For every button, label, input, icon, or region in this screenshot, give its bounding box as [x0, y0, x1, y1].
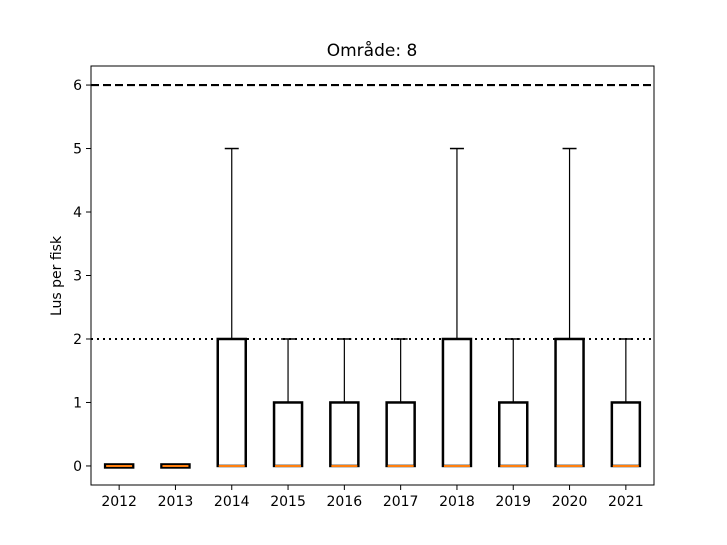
box-body — [160, 463, 191, 469]
box-body — [610, 401, 642, 468]
y-tick-label: 6 — [73, 78, 82, 94]
x-axis-ticks: 2012 2013 2014 2015 2016 2017 2018 2019 2020 2021 — [101, 485, 644, 510]
x-tick-label: 2018 — [439, 494, 475, 510]
box-body — [272, 401, 304, 468]
y-tick-label: 0 — [73, 459, 82, 475]
x-tick-label: 2015 — [270, 494, 306, 510]
chart-title: Område: 8 — [327, 40, 418, 61]
box-2018 — [441, 147, 473, 468]
y-tick-label: 4 — [73, 205, 82, 221]
box-2019 — [498, 338, 529, 468]
box-2014 — [216, 147, 247, 468]
box-body — [498, 401, 529, 468]
x-tick-label: 2021 — [608, 494, 644, 510]
x-tick-label: 2012 — [101, 494, 137, 510]
box-body — [385, 401, 416, 468]
y-tick-label: 5 — [73, 142, 82, 158]
x-tick-label: 2020 — [552, 494, 588, 510]
box-body — [554, 337, 585, 468]
plot-frame — [90, 65, 655, 486]
box-series — [103, 147, 642, 469]
box-body — [441, 337, 473, 468]
x-tick-label: 2014 — [214, 494, 250, 510]
box-body — [329, 401, 360, 468]
box-body — [216, 337, 247, 468]
y-tick-label: 1 — [73, 395, 82, 411]
y-axis-label: Lus per fisk — [49, 235, 65, 316]
y-axis-ticks: 0 1 2 3 4 5 6 — [73, 78, 91, 475]
x-tick-label: 2017 — [383, 494, 419, 510]
y-tick-label: 2 — [73, 332, 82, 348]
x-tick-label: 2013 — [158, 494, 194, 510]
x-tick-label: 2016 — [327, 494, 363, 510]
box-2017 — [385, 338, 416, 468]
box-2015 — [272, 338, 304, 468]
box-body — [103, 463, 135, 469]
box-2020 — [554, 147, 585, 468]
box-2021 — [610, 338, 642, 468]
x-tick-label: 2019 — [495, 494, 531, 510]
box-2013 — [160, 463, 191, 469]
box-2016 — [329, 338, 360, 468]
box-2012 — [103, 463, 135, 469]
y-tick-label: 3 — [73, 269, 82, 285]
